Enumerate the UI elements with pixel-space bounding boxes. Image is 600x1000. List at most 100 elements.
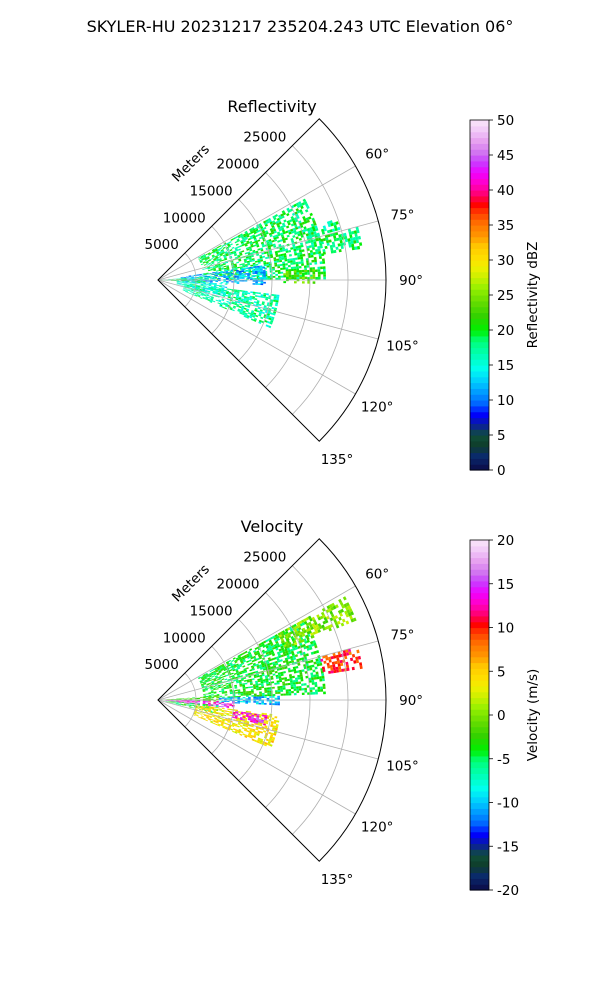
echo-cell <box>265 296 269 299</box>
echo-cell <box>274 264 278 267</box>
echo-cell <box>273 733 277 736</box>
echo-cell <box>245 653 249 657</box>
echo-cell <box>263 222 268 226</box>
echo-cell <box>212 291 216 293</box>
echo-cell <box>260 276 264 279</box>
echo-cell <box>192 697 195 699</box>
echo-cell <box>200 278 203 280</box>
echo-cell <box>200 284 204 286</box>
echo-cell <box>336 657 340 661</box>
echo-cell <box>200 683 204 686</box>
echo-cell <box>208 710 211 712</box>
echo-cell <box>317 276 321 280</box>
echo-cell <box>242 724 246 727</box>
echo-cell <box>226 697 230 699</box>
echo-cell <box>272 228 277 232</box>
echo-cell <box>253 231 257 235</box>
echo-cell <box>274 639 278 643</box>
echo-cell <box>259 665 263 669</box>
echo-cell <box>273 657 277 660</box>
echo-cell <box>311 217 315 222</box>
echo-cell <box>271 703 275 706</box>
colorbar-segment <box>470 645 489 652</box>
echo-cell <box>284 633 288 638</box>
echo-cell <box>239 273 242 276</box>
echo-cell <box>200 282 204 284</box>
echo-cell <box>239 685 243 687</box>
colorbar-segment <box>470 131 489 139</box>
echo-cell <box>267 692 270 695</box>
echo-cell <box>290 650 295 654</box>
echo-cell <box>332 222 337 226</box>
echo-cell <box>189 698 193 700</box>
echo-cell <box>250 672 254 675</box>
echo-cell <box>355 239 360 244</box>
echo-cell <box>218 698 222 700</box>
echo-cell <box>214 667 217 670</box>
echo-cell <box>242 311 246 314</box>
echo-cell <box>199 679 203 682</box>
echo-cell <box>219 273 223 275</box>
echo-cell <box>229 708 233 711</box>
echo-cell <box>184 700 187 702</box>
echo-cell <box>317 616 322 621</box>
echo-cell <box>263 276 266 279</box>
echo-cell <box>244 290 248 293</box>
colorbar-segment <box>470 446 489 454</box>
echo-cell <box>254 267 258 270</box>
echo-cell <box>206 717 209 719</box>
echo-cell <box>243 677 247 680</box>
echo-cell <box>220 669 224 672</box>
colorbar-segment <box>470 849 489 856</box>
echo-cell <box>226 687 230 689</box>
echo-cell <box>321 624 325 629</box>
echo-cell <box>219 666 223 670</box>
echo-cell <box>255 243 259 246</box>
echo-cell <box>217 684 221 687</box>
echo-cell <box>236 245 240 249</box>
echo-cell <box>247 277 250 279</box>
colorbar-segment <box>470 353 489 360</box>
echo-cell <box>200 709 203 711</box>
echo-cell <box>234 290 238 293</box>
echo-cell <box>222 303 226 306</box>
echo-cell <box>328 604 333 609</box>
echo-cell <box>267 642 271 646</box>
echo-cell <box>238 297 242 300</box>
echo-cell <box>231 277 234 279</box>
range-tick-label: 15000 <box>190 603 233 619</box>
echo-cell <box>292 246 296 250</box>
echo-cell <box>200 293 204 296</box>
echo-cell <box>254 680 258 683</box>
echo-cell <box>329 220 333 224</box>
echo-cell <box>189 703 193 705</box>
colorbar-segment <box>470 802 489 809</box>
echo-cell <box>211 254 215 257</box>
echo-cell <box>309 262 312 266</box>
echo-cell <box>186 704 190 706</box>
echo-cell <box>201 684 205 687</box>
echo-cell <box>310 632 314 636</box>
colorbar-segment <box>470 680 489 687</box>
echo-cell <box>264 320 268 323</box>
echo-cell <box>287 649 291 653</box>
echo-cell <box>197 286 201 288</box>
echo-cell <box>305 634 309 638</box>
echo-cell <box>221 692 225 694</box>
echo-cell <box>280 271 284 274</box>
echo-cell <box>351 243 355 248</box>
echo-cell <box>261 696 265 699</box>
echo-cell <box>237 308 241 311</box>
echo-cell <box>181 702 185 704</box>
echo-cell <box>259 265 263 268</box>
echo-cell <box>206 675 210 678</box>
echo-cell <box>296 270 300 273</box>
echo-cell <box>256 651 261 655</box>
echo-cell <box>285 643 290 647</box>
echo-cell <box>229 307 233 310</box>
echo-cell <box>256 673 260 676</box>
echo-cell <box>224 697 227 699</box>
echo-cell <box>278 277 281 280</box>
echo-cell <box>258 314 262 317</box>
echo-cell <box>312 669 316 673</box>
